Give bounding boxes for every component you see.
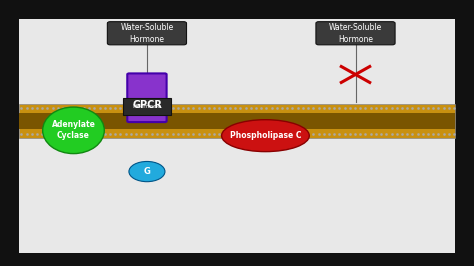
Bar — [19, 104, 455, 138]
Text: Water-Soluble
Hormone: Water-Soluble Hormone — [329, 23, 382, 44]
FancyBboxPatch shape — [316, 22, 395, 45]
Text: Adenylate
Cyclase: Adenylate Cyclase — [52, 120, 95, 140]
Ellipse shape — [221, 120, 309, 152]
Text: Water-Soluble
Hormone: Water-Soluble Hormone — [120, 23, 173, 44]
Text: Hormone: Hormone — [132, 104, 162, 109]
Bar — [19, 113, 455, 129]
Circle shape — [129, 161, 165, 182]
FancyBboxPatch shape — [123, 98, 171, 115]
FancyBboxPatch shape — [19, 19, 455, 253]
Text: Phospholipase C: Phospholipase C — [230, 131, 301, 140]
Ellipse shape — [43, 107, 104, 154]
FancyBboxPatch shape — [127, 73, 167, 122]
Text: G: G — [144, 167, 150, 176]
FancyBboxPatch shape — [107, 22, 186, 45]
Text: GPCR: GPCR — [132, 100, 162, 110]
